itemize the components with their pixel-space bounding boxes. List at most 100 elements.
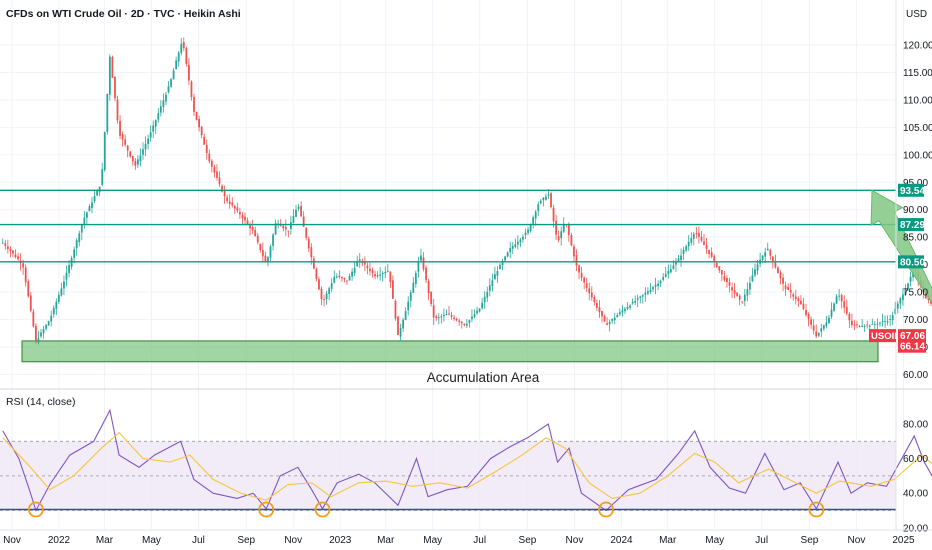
candle-body [828, 317, 830, 323]
candle-body [588, 288, 591, 294]
candle-body [12, 250, 14, 254]
candle-body [616, 314, 619, 318]
candle-body [675, 261, 677, 265]
candle-body [782, 277, 784, 284]
candle-body [73, 249, 76, 258]
candle-body [193, 96, 195, 112]
candle-body [562, 224, 565, 232]
candle-body [754, 269, 756, 276]
candle-body [287, 230, 290, 232]
candle-body [351, 271, 354, 277]
low-price-text: 66.14 [900, 342, 925, 353]
candle-body [787, 286, 790, 290]
candle-body [24, 267, 27, 283]
candle-body [567, 224, 570, 236]
candle-body [687, 241, 690, 247]
candle-body [335, 276, 338, 278]
time-tick-label: Sep [237, 535, 255, 546]
candle-body [833, 303, 835, 311]
candle-body [325, 293, 328, 300]
candle-body [369, 268, 371, 272]
candle-body [78, 233, 81, 242]
candle-body [590, 292, 593, 298]
rsi-panel [0, 408, 932, 518]
candle-body [111, 56, 114, 78]
candle-body [284, 226, 287, 230]
candle-body [37, 338, 40, 343]
candle-body [221, 185, 223, 192]
level-tag-1-text: 93.54 [900, 186, 925, 197]
candle-body [437, 317, 440, 319]
time-tick-label: 2022 [48, 535, 71, 546]
candle-body [96, 190, 99, 196]
candle-body [22, 263, 25, 268]
candle-body [182, 42, 185, 49]
candle-body [519, 239, 522, 243]
candle-body [256, 235, 259, 243]
candle-body [195, 111, 198, 120]
candle-body [506, 252, 509, 257]
candle-body [820, 328, 823, 332]
candle-body [537, 204, 540, 212]
candle-body [216, 171, 218, 178]
candle-body [213, 166, 216, 173]
candle-body [208, 153, 211, 162]
time-axis[interactable]: Nov 2022 Mar May Jul Sep Nov 2023 Mar May Jul Sep No… [3, 535, 932, 546]
rsi-axis: 80.00 60.00 40.00 20.00 [903, 420, 928, 535]
candle-body [17, 256, 19, 260]
candle-body [165, 94, 167, 102]
candle-body [422, 257, 425, 270]
candle-body [894, 308, 897, 314]
rsi-tick-label: 20.00 [903, 523, 928, 534]
price-tick-label: 105.00 [903, 123, 932, 134]
candle-body [550, 193, 552, 208]
candle-body [93, 196, 96, 202]
candle-body [455, 318, 458, 321]
candle-body [542, 197, 545, 201]
time-tick-label: May [423, 535, 442, 546]
candle-body [669, 269, 672, 273]
candle-body [703, 241, 705, 245]
time-tick-label: May [705, 535, 724, 546]
candle-body [57, 294, 60, 302]
candle-body [483, 296, 486, 303]
candle-body [414, 273, 417, 284]
candle-body [6, 246, 9, 250]
candle-body [42, 329, 45, 334]
candle-body [188, 64, 190, 81]
candle-body [677, 258, 680, 262]
candle-body [784, 285, 787, 289]
candle-body [667, 270, 670, 274]
candle-body [766, 248, 769, 251]
price-tick-label: 120.00 [903, 41, 932, 52]
candle-body [718, 266, 721, 271]
candle-body [190, 81, 193, 97]
candle-body [805, 309, 807, 316]
level-tag-2: 87.29 [898, 218, 925, 232]
candle-body [371, 270, 374, 273]
candle-body [346, 280, 348, 282]
candle-body [86, 212, 88, 218]
candle-body [353, 267, 356, 273]
candle-body [430, 291, 433, 305]
candle-body [295, 209, 297, 217]
candle-body [282, 225, 285, 229]
candle-body [394, 300, 397, 319]
candle-body [374, 274, 376, 277]
candle-body [14, 254, 17, 258]
candle-body [534, 211, 537, 219]
candle-body [200, 126, 203, 136]
candle-body [272, 234, 274, 246]
candle-body [779, 272, 782, 279]
time-tick-label: Nov [566, 535, 584, 546]
candle-body [231, 202, 234, 206]
candle-body [861, 325, 864, 327]
candle-body [761, 255, 764, 260]
candle-body [720, 269, 723, 275]
candle-body [312, 258, 315, 269]
candle-body [743, 294, 746, 301]
candle-body [639, 296, 642, 299]
candle-body [116, 99, 119, 121]
accumulation-zone [21, 340, 879, 363]
candle-body [481, 302, 484, 309]
